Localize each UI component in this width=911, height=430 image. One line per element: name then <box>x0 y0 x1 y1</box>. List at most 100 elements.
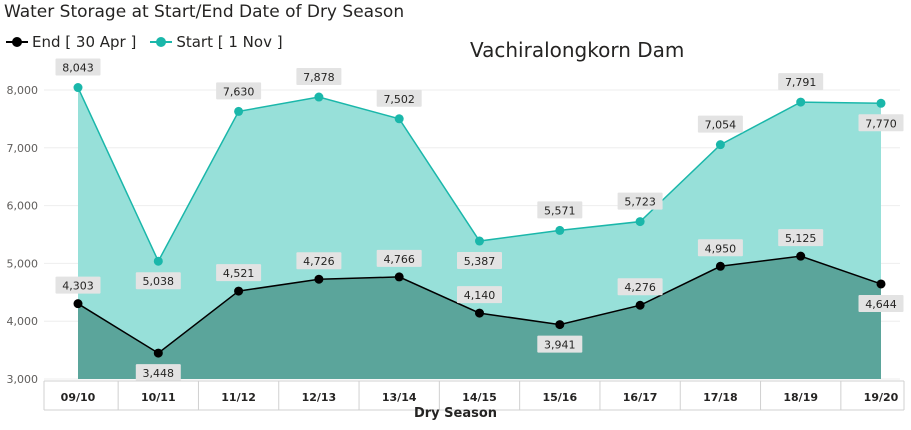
end-data-label-bg <box>135 364 181 382</box>
start-data-label-text: 5,038 <box>143 275 175 288</box>
end-series-point <box>876 279 886 289</box>
legend-label-start: Start [ 1 Nov ] <box>176 33 283 51</box>
end-data-label: 4,276 <box>617 278 663 296</box>
start-data-label-bg <box>537 201 583 219</box>
end-data-label-bg <box>216 264 262 282</box>
start-series-point <box>796 97 806 107</box>
start-data-label-bg <box>457 252 502 270</box>
start-data-label-text: 7,054 <box>705 119 737 132</box>
end-series-point <box>555 320 565 330</box>
legend-swatch-end <box>6 36 28 48</box>
end-data-label-bg <box>537 335 583 353</box>
start-series-point <box>475 236 484 246</box>
legend-swatch-start <box>150 36 173 48</box>
end-data-label: 5,125 <box>778 229 824 247</box>
y-tick-label: 3,000 <box>7 373 39 386</box>
y-tick-label: 8,000 <box>7 84 39 97</box>
end-series-point <box>796 251 806 261</box>
start-data-label-bg <box>858 114 904 132</box>
x-tick-label: 09/10 <box>61 391 96 404</box>
start-series-point <box>314 92 324 102</box>
start-data-label-bg <box>617 192 663 210</box>
end-data-label-bg <box>617 278 663 296</box>
end-data-label: 4,140 <box>457 286 502 304</box>
end-series-point <box>73 299 83 309</box>
end-data-label-text: 4,644 <box>865 298 897 311</box>
end-data-label-bg <box>376 249 422 267</box>
end-data-label-bg <box>858 294 904 312</box>
end-data-label-text: 4,303 <box>62 280 94 293</box>
end-data-label-bg <box>296 252 342 270</box>
end-data-label-text: 4,950 <box>705 242 737 255</box>
start-data-label: 5,038 <box>135 272 181 290</box>
x-tick-label: 15/16 <box>542 391 577 404</box>
end-data-label-bg <box>778 229 824 247</box>
y-tick-label: 7,000 <box>7 142 39 155</box>
end-data-label-text: 4,726 <box>303 255 335 268</box>
start-data-label: 5,387 <box>457 252 502 270</box>
x-tick-label: 10/11 <box>141 391 176 404</box>
end-series-point <box>234 286 244 296</box>
start-series-point <box>635 217 645 227</box>
start-data-label: 7,770 <box>858 114 904 132</box>
end-series-point <box>153 348 163 358</box>
end-data-label-text: 5,125 <box>785 232 817 245</box>
start-data-label-bg <box>697 115 743 133</box>
start-series-point <box>876 98 886 108</box>
x-tick-label: 13/14 <box>382 391 417 404</box>
end-series-point <box>715 261 725 271</box>
start-data-label-text: 5,571 <box>544 204 576 217</box>
end-data-label-text: 4,276 <box>624 281 656 294</box>
start-data-label-text: 7,502 <box>383 93 415 106</box>
end-data-label-text: 3,941 <box>544 339 576 352</box>
legend: End [ 30 Apr ] Start [ 1 Nov ] <box>6 33 297 51</box>
x-axis-label: Dry Season <box>413 406 498 421</box>
chart-title: Water Storage at Start/End Date of Dry S… <box>4 2 405 22</box>
start-data-label: 5,571 <box>537 201 583 219</box>
start-series-point <box>394 114 404 124</box>
end-data-label-bg <box>55 276 101 294</box>
end-series-point <box>635 300 645 310</box>
start-series-point <box>555 225 565 235</box>
x-tick-label: 14/15 <box>462 391 497 404</box>
x-tick-label: 18/19 <box>783 391 818 404</box>
start-data-label: 7,054 <box>697 115 743 133</box>
y-tick-label: 6,000 <box>7 200 39 213</box>
start-data-label: 5,723 <box>617 192 663 210</box>
legend-label-end: End [ 30 Apr ] <box>32 33 137 51</box>
end-data-label-text: 4,766 <box>383 253 415 266</box>
start-data-label-bg <box>55 58 101 76</box>
start-data-label: 7,791 <box>778 73 824 91</box>
start-series-point <box>153 256 163 266</box>
end-data-label: 4,303 <box>55 276 101 294</box>
end-data-label: 3,448 <box>135 364 181 382</box>
end-data-label: 3,941 <box>537 335 583 353</box>
start-data-label: 7,878 <box>296 68 342 86</box>
start-data-label: 8,043 <box>55 58 101 76</box>
end-data-label: 4,521 <box>216 264 262 282</box>
end-data-label: 4,644 <box>858 294 904 312</box>
end-data-label: 4,766 <box>376 249 422 267</box>
start-series-point <box>73 83 83 93</box>
y-tick-label: 5,000 <box>7 257 39 270</box>
start-data-label-bg <box>778 73 824 91</box>
start-data-label-text: 7,878 <box>303 71 335 84</box>
start-data-label: 7,630 <box>216 82 262 100</box>
start-series-point <box>715 140 725 150</box>
legend-item-start[interactable]: Start [ 1 Nov ] <box>150 33 283 51</box>
x-tick-label: 11/12 <box>221 391 256 404</box>
start-data-label-text: 5,723 <box>624 196 656 209</box>
start-series-point <box>234 106 244 116</box>
start-data-label-text: 7,770 <box>865 117 897 130</box>
x-tick-label: 12/13 <box>302 391 337 404</box>
end-data-label-bg <box>697 239 743 257</box>
start-data-label-bg <box>376 89 422 107</box>
x-tick-label: 17/18 <box>703 391 738 404</box>
start-data-label-text: 7,791 <box>785 76 817 89</box>
x-tick-label: 16/17 <box>623 391 658 404</box>
end-series-point <box>475 308 484 318</box>
legend-item-end[interactable]: End [ 30 Apr ] <box>6 33 136 51</box>
end-data-label: 4,950 <box>697 239 743 257</box>
end-data-label-text: 4,521 <box>223 267 255 280</box>
